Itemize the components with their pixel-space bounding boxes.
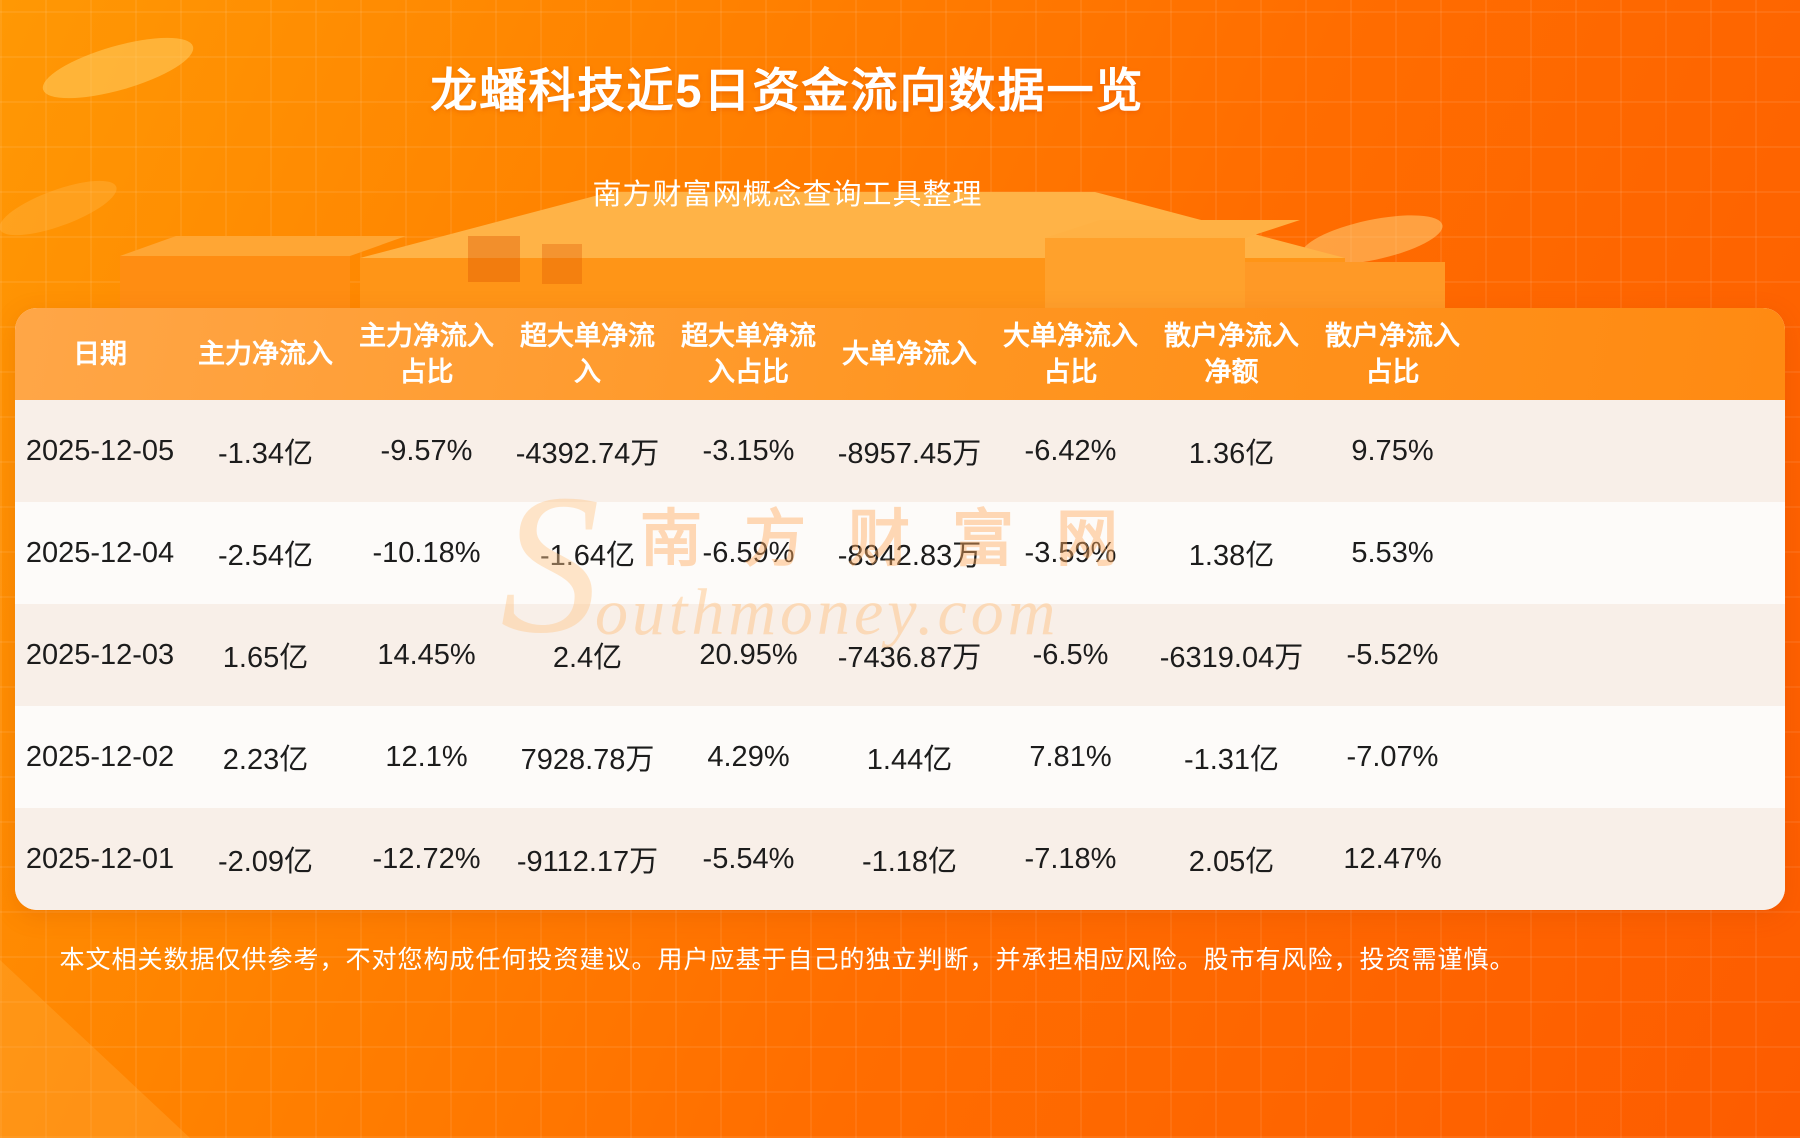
value-cell: 2.05亿	[1188, 846, 1275, 878]
column-header: 散户净流入 净额	[1164, 320, 1299, 387]
value-cell: -1.31亿	[1183, 744, 1280, 776]
value-cell: -9112.17万	[516, 846, 659, 878]
podium-box	[120, 236, 406, 256]
column-header: 超大单净流 入占比	[681, 320, 816, 387]
column-header: 散户净流入 占比	[1325, 320, 1460, 387]
value-cell: -6319.04万	[1159, 642, 1304, 674]
value-cell: 12.1%	[385, 740, 468, 773]
data-table: 日期 主力净流入 主力净流入 占比 超大单净流 入超大单净流 入占比 大单净流入 大单净流…	[15, 308, 1785, 910]
podium-box	[120, 256, 350, 316]
value-cell: 7928.78万	[520, 744, 655, 776]
value-cell: -6.5%	[1032, 638, 1109, 671]
page-subtitle: 南方财富网概念查询工具整理	[592, 179, 983, 211]
value-cell: -5.52%	[1346, 638, 1439, 671]
column-header: 主力净流入	[198, 338, 333, 369]
light-streak	[0, 960, 190, 1138]
value-cell: -7.07%	[1346, 740, 1439, 773]
column-header: 超大单净流 入	[520, 320, 655, 387]
value-cell: -8957.45万	[837, 438, 982, 470]
inset-square	[542, 244, 582, 284]
date-cell: 2025-12-03	[25, 638, 175, 671]
value-cell: 1.44亿	[866, 744, 953, 776]
page-title: 龙蟠科技近5日资金流向数据一览	[430, 64, 1145, 117]
date-cell: 2025-12-01	[25, 842, 175, 875]
value-cell: -6.59%	[702, 536, 795, 569]
value-cell: -3.59%	[1024, 536, 1117, 569]
value-cell: -6.42%	[1024, 434, 1117, 467]
value-cell: 2.23亿	[222, 744, 309, 776]
column-header: 主力净流入 占比	[359, 320, 494, 387]
value-cell: 1.65亿	[222, 642, 309, 674]
value-cell: 4.29%	[707, 740, 790, 773]
value-cell: 20.95%	[699, 638, 798, 671]
value-cell: 12.47%	[1343, 842, 1442, 875]
light-streak	[1301, 215, 1443, 265]
table-row: 2025-12-01 -2.09亿 -12.72% -9112.17万 -5.54% -1…	[15, 808, 1785, 910]
value-cell: -4392.74万	[515, 438, 660, 470]
value-cell: -10.18%	[372, 536, 481, 569]
table-row: 2025-12-04 -2.54亿 -10.18% -1.64亿 -6.59% -8942…	[15, 502, 1785, 604]
value-cell: -12.72%	[372, 842, 481, 875]
value-cell: -1.34亿	[217, 438, 314, 470]
value-cell: -7436.87万	[837, 642, 982, 674]
podium-box	[1045, 220, 1300, 238]
date-cell: 2025-12-05	[25, 434, 175, 467]
inset-square	[468, 236, 520, 282]
value-cell: -2.09亿	[217, 846, 314, 878]
table-row: 2025-12-05 -1.34亿 -9.57% -4392.74万 -3.15% -89…	[15, 400, 1785, 502]
value-cell: -1.18亿	[861, 846, 958, 878]
value-cell: 1.38亿	[1188, 540, 1275, 572]
table-body: 2025-12-05 -1.34亿 -9.57% -4392.74万 -3.15% -89…	[15, 400, 1785, 910]
value-cell: -2.54亿	[217, 540, 314, 572]
value-cell: 9.75%	[1351, 434, 1434, 467]
podium-box	[1045, 238, 1245, 316]
value-cell: -9.57%	[380, 434, 473, 467]
value-cell: 5.53%	[1351, 536, 1434, 569]
value-cell: 2.4亿	[552, 642, 623, 674]
podium-box	[1245, 262, 1445, 316]
date-cell: 2025-12-04	[25, 536, 175, 569]
date-cell: 2025-12-02	[25, 740, 175, 773]
value-cell: -8942.83万	[837, 540, 982, 572]
light-streak	[42, 37, 194, 99]
value-cell: 14.45%	[377, 638, 476, 671]
value-cell: -1.64亿	[539, 540, 636, 572]
disclaimer: 本文相关数据仅供参考，不对您构成任何投资建议。用户应基于自己的独立判断，并承担相…	[59, 946, 1516, 974]
page-header: 龙蟠科技近5日资金流向数据一览 南方财富网概念查询工具整理	[0, 52, 1575, 213]
value-cell: -5.54%	[702, 842, 795, 875]
column-header: 日期	[73, 338, 127, 369]
value-cell: -3.15%	[702, 434, 795, 467]
column-header: 大单净流入	[842, 338, 977, 369]
column-header: 大单净流入 占比	[1003, 320, 1138, 387]
table-header-row: 日期 主力净流入 主力净流入 占比 超大单净流 入超大单净流 入占比 大单净流入 大单净流…	[15, 308, 1785, 400]
light-streak	[0, 180, 117, 236]
table-row: 2025-12-03 1.65亿 14.45% 2.4亿 20.95% -7436.87万…	[15, 604, 1785, 706]
value-cell: -7.18%	[1024, 842, 1117, 875]
table-row: 2025-12-02 2.23亿 12.1% 7928.78万 4.29% 1.44亿 7.…	[15, 706, 1785, 808]
value-cell: 7.81%	[1029, 740, 1112, 773]
value-cell: 1.36亿	[1188, 438, 1275, 470]
